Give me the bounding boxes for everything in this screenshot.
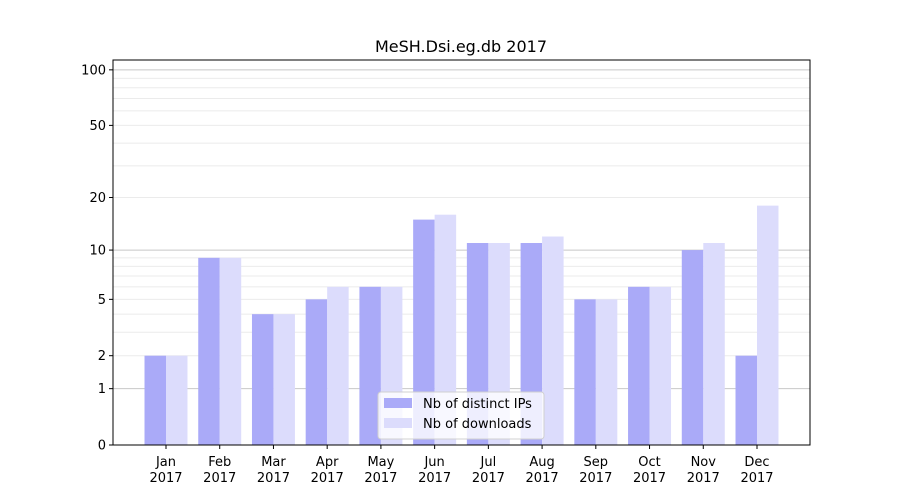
bar-downloads — [273, 314, 295, 445]
bar-distinct-ips — [574, 299, 596, 445]
bar-distinct-ips — [359, 286, 381, 445]
bar-distinct-ips — [144, 355, 166, 445]
legend-label: Nb of distinct IPs — [423, 397, 532, 412]
bar-distinct-ips — [305, 299, 328, 445]
x-tick-label: Sep — [584, 455, 609, 470]
legend-box — [377, 391, 545, 440]
bar-distinct-ips — [198, 257, 220, 445]
x-tick-label: 2017 — [526, 471, 559, 486]
x-tick-label: Feb — [208, 455, 231, 470]
bar-downloads — [595, 299, 618, 445]
x-tick-label: May — [367, 455, 394, 470]
x-tick-label: Aug — [529, 455, 554, 470]
x-tick-label: 2017 — [579, 471, 612, 486]
bar-distinct-ips — [681, 250, 704, 445]
y-tick-label: 1 — [98, 382, 106, 397]
bar-downloads — [434, 214, 457, 445]
x-tick-label: Oct — [638, 455, 660, 470]
legend-swatch — [384, 398, 412, 408]
y-tick-label: 20 — [89, 191, 106, 206]
bar-downloads — [703, 243, 725, 445]
y-tick-label: 50 — [89, 119, 106, 134]
bar-downloads — [649, 286, 672, 445]
x-tick-label: 2017 — [418, 471, 451, 486]
bar-distinct-ips — [413, 219, 435, 445]
y-tick-label: 10 — [89, 244, 106, 259]
x-tick-label: 2017 — [203, 471, 236, 486]
legend: Nb of distinct IPs Nb of downloads — [377, 391, 545, 440]
y-tick-label: 0 — [98, 439, 106, 454]
bar-downloads — [327, 286, 349, 445]
x-tick-label: 2017 — [311, 471, 344, 486]
x-tick-label: 2017 — [257, 471, 290, 486]
y-tick-label: 100 — [81, 63, 106, 78]
x-tick-label: Dec — [744, 455, 769, 470]
y-tick-label: 5 — [98, 293, 106, 308]
bar-downloads — [219, 257, 242, 445]
x-tick-label: Jul — [480, 455, 497, 470]
bar-distinct-ips — [628, 286, 650, 445]
bar-distinct-ips — [735, 355, 757, 445]
x-tick-label: Apr — [316, 455, 339, 470]
legend-label: Nb of downloads — [423, 417, 532, 432]
plot-frame — [112, 59, 811, 446]
bar-downloads — [166, 355, 188, 445]
x-tick-label: Nov — [691, 455, 717, 470]
x-tick-label: Jan — [155, 455, 176, 470]
bar-downloads — [757, 205, 779, 445]
x-tick-label: Jun — [423, 455, 444, 470]
y-tick-label: 2 — [98, 349, 106, 364]
chart-title: MeSH.Dsi.eg.db 2017 — [375, 37, 547, 56]
x-tick-label: Mar — [261, 455, 286, 470]
x-tick-label: 2017 — [149, 471, 182, 486]
x-tick-label: 2017 — [633, 471, 666, 486]
legend-swatch — [384, 418, 412, 428]
bar-downloads — [542, 236, 564, 445]
x-tick-label: 2017 — [687, 471, 720, 486]
bar-distinct-ips — [251, 314, 274, 445]
x-tick-label: 2017 — [472, 471, 505, 486]
x-tick-label: 2017 — [364, 471, 397, 486]
x-tick-label: 2017 — [740, 471, 773, 486]
